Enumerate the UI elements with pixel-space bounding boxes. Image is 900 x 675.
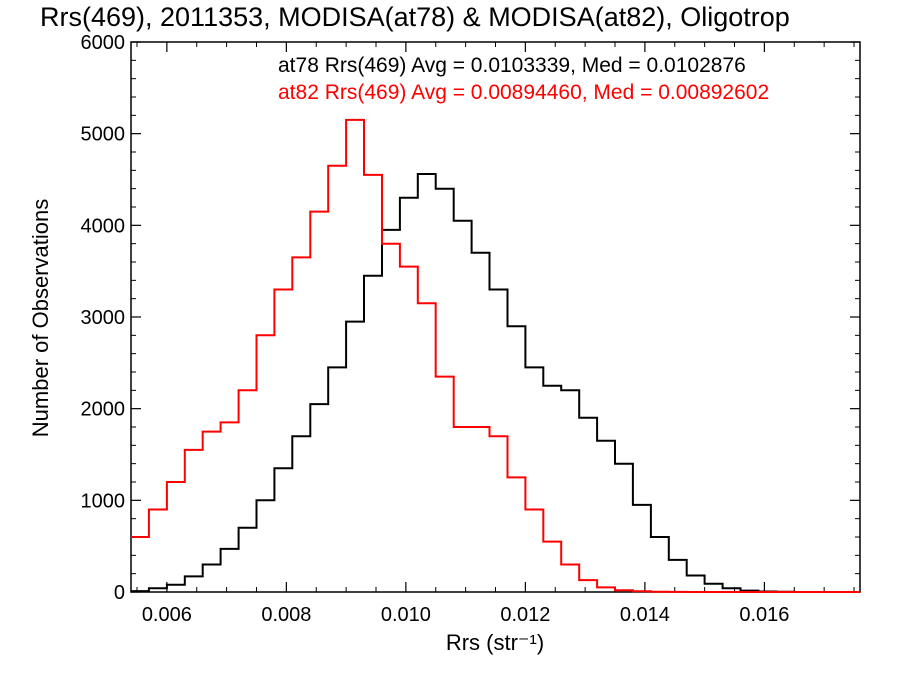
annotations: Rrs (str⁻¹) Number of Observations at78 … [28, 54, 769, 655]
y-tick-label: 6000 [81, 32, 126, 54]
series-annotation-at78: at78 Rrs(469) Avg = 0.0103339, Med = 0.0… [278, 54, 746, 77]
axes [130, 41, 861, 593]
y-axis-label: Number of Observations [28, 199, 53, 437]
x-tick-label: 0.010 [381, 604, 431, 626]
y-tick-label: 2000 [81, 399, 126, 421]
x-tick-label: 0.016 [739, 604, 789, 626]
y-tick-label: 3000 [81, 307, 126, 329]
x-tick-label: 0.014 [620, 604, 670, 626]
x-ticks: 0.006 0.008 0.010 0.012 0.014 0.016 [136, 42, 855, 626]
x-axis-label: Rrs (str⁻¹) [446, 630, 544, 655]
plot-frame [130, 41, 861, 593]
series-group [130, 118, 861, 593]
y-tick-label: 5000 [81, 124, 126, 146]
y-tick-label: 0 [114, 582, 125, 604]
y-tick-label: 1000 [81, 490, 126, 512]
x-tick-label: 0.012 [500, 604, 550, 626]
y-ticks: 0 1000 2000 3000 4000 5000 6000 [81, 32, 860, 604]
y-tick-label: 4000 [81, 215, 126, 237]
series-annotation-at82: at82 Rrs(469) Avg = 0.00894460, Med = 0.… [278, 81, 769, 104]
series-line-at82 [131, 118, 860, 593]
chart-title: Rrs(469), 2011353, MODISA(at78) & MODISA… [40, 2, 790, 32]
x-tick-label: 0.008 [261, 604, 311, 626]
x-tick-label: 0.006 [142, 604, 192, 626]
series-line-at78 [131, 173, 860, 593]
